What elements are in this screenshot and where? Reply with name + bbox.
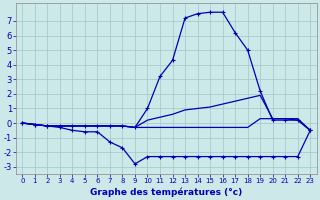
X-axis label: Graphe des températures (°c): Graphe des températures (°c) <box>90 187 242 197</box>
